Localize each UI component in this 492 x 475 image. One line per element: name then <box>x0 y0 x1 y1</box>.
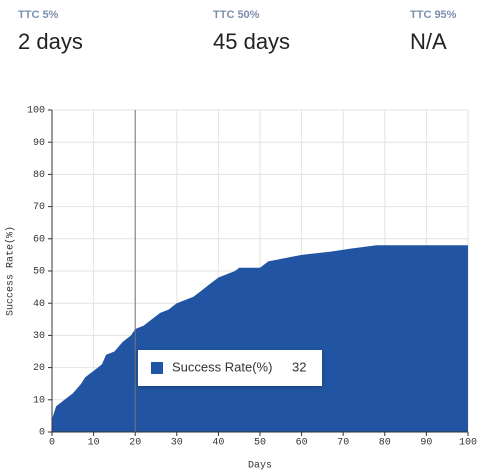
tooltip-label: Success Rate(%) <box>172 359 272 374</box>
x-tick-label: 60 <box>296 438 308 449</box>
y-tick-label: 30 <box>33 331 45 342</box>
stat-value: 45 days <box>213 29 291 54</box>
y-tick-label: 100 <box>27 106 45 117</box>
x-tick-label: 40 <box>212 438 224 449</box>
stat: TTC 5% 2 days <box>18 9 83 55</box>
x-tick-label: 30 <box>171 438 183 449</box>
tooltip <box>138 350 322 386</box>
y-tick-label: 40 <box>33 299 45 310</box>
area <box>52 245 468 432</box>
stat: TTC 50% 45 days <box>213 9 290 55</box>
stat-value: 2 days <box>18 29 83 54</box>
x-tick-label: 90 <box>420 438 432 449</box>
y-tick-label: 80 <box>33 170 45 181</box>
y-tick-label: 90 <box>33 138 45 149</box>
y-tick-label: 70 <box>33 202 45 213</box>
x-tick-label: 100 <box>459 438 477 449</box>
y-tick-label: 0 <box>39 428 45 439</box>
x-tick-label: 70 <box>337 438 349 449</box>
x-tick-label: 0 <box>49 438 55 449</box>
tooltip-swatch <box>151 362 163 374</box>
stat: TTC 95% N/A <box>410 9 456 55</box>
x-tick-label: 50 <box>254 438 266 449</box>
y-tick-label: 60 <box>33 234 45 245</box>
y-tick-label: 10 <box>33 395 45 406</box>
x-tick-label: 10 <box>88 438 100 449</box>
stat-label: TTC 5% <box>18 9 59 21</box>
y-tick-label: 20 <box>33 363 45 374</box>
stat-label: TTC 95% <box>410 9 457 21</box>
stat-value: N/A <box>410 29 447 54</box>
x-tick-label: 20 <box>129 438 141 449</box>
y-axis-title: Success Rate(%) <box>5 226 17 316</box>
stats-bar: TTC 5% 2 days TTC 50% 45 days TTC 95% N/A <box>0 0 492 70</box>
x-tick-label: 80 <box>379 438 391 449</box>
tooltip-value: 32 <box>292 359 306 374</box>
x-axis-title: Days <box>248 461 272 472</box>
stat-label: TTC 50% <box>213 9 260 21</box>
y-tick-label: 50 <box>33 267 45 278</box>
